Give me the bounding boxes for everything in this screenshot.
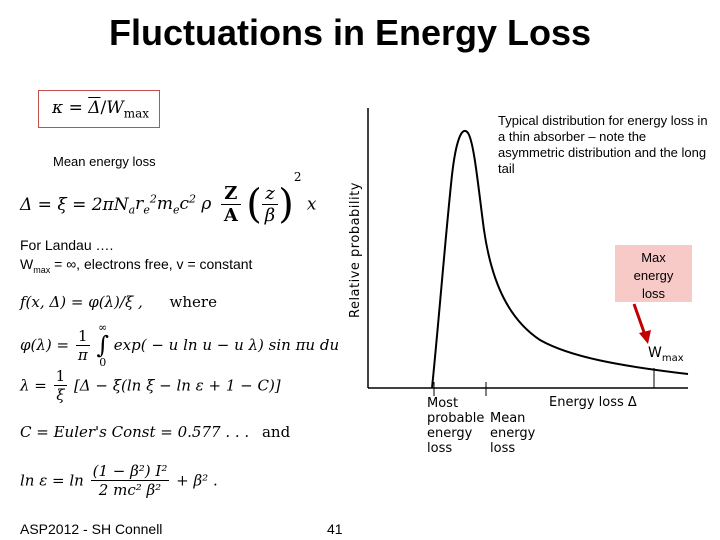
graph-y-label: Relative probability [348,182,363,318]
footer-author: ASP2012 - SH Connell [20,521,163,537]
mean-loss-label: Mean energy loss [490,411,536,456]
equation-ln-epsilon: ln ε = ln (1 − β²) I² 2 mc² β² + β² . [20,462,218,499]
kappa-formula-box [38,90,160,128]
equation-phi: φ(λ) = 1 π ∞ ∫ 0 exp( − u ln u − u λ) si… [20,321,340,369]
most-probable-label: Most probable energy loss [427,396,485,456]
equation-f: f(x, Δ) = φ(λ)/ξ , where [20,293,217,311]
max-loss-arrow-head [639,330,651,344]
graph-wmax-label: Wmax [648,345,684,364]
kappa-formula: κ = Δ/Wmax [52,98,150,121]
distribution-annotation: Typical distribution for energy loss in … [498,113,708,176]
mean-energy-loss-formula: Δ = ξ = 2πNare2mec2 ρ Z A ( z β )2 x [20,170,317,228]
graph-x-label: Energy loss Δ [549,395,637,410]
equation-lambda: λ = 1 ξ [Δ − ξ(ln ξ − ln ε + 1 − C)] [20,367,281,404]
page-number: 41 [327,521,343,537]
landau-conditions: Wmax = ∞, electrons free, v = constant [20,256,253,275]
landau-intro: For Landau …. [20,237,114,253]
equation-euler-const: C = Euler's Const = 0.577 . . . and [20,423,291,441]
slide-title: Fluctuations in Energy Loss [108,12,592,53]
max-energy-loss-box: Max energy loss [615,245,692,302]
max-loss-arrow-shaft [632,303,647,336]
landau-curve [431,130,689,389]
mean-energy-loss-label: Mean energy loss [53,154,156,169]
